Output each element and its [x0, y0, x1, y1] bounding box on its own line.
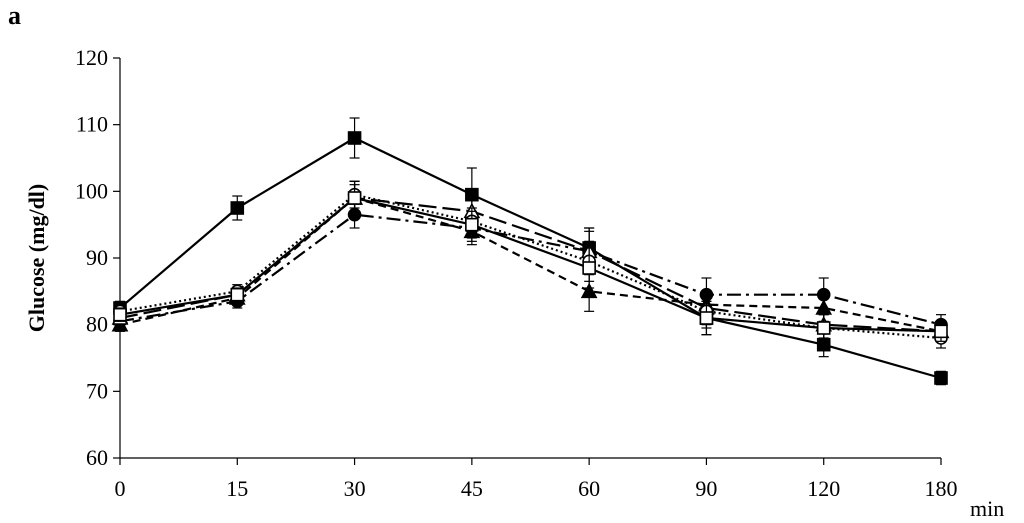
x-tick-label: 60: [578, 476, 600, 501]
data-point: [816, 321, 831, 335]
series-layer: [111, 117, 950, 386]
series-line: [119, 193, 942, 340]
y-tick-label: 90: [86, 245, 108, 270]
x-tick-label: 15: [226, 476, 248, 501]
series-6: [113, 184, 948, 342]
y-tick-label: 120: [75, 45, 108, 70]
y-tick-label: 80: [86, 312, 108, 337]
series-line: [119, 196, 942, 333]
panel-label: a: [8, 1, 21, 30]
y-tick-label: 60: [86, 445, 108, 470]
data-point: [347, 191, 362, 205]
data-point: [934, 371, 948, 385]
x-tick-label: 0: [115, 476, 126, 501]
x-tick-label: 120: [807, 476, 840, 501]
x-tick-label: 180: [925, 476, 958, 501]
data-point: [465, 217, 479, 232]
x-axis-unit: min: [970, 496, 1004, 521]
series-line: [119, 136, 942, 380]
y-tick-label: 100: [75, 178, 108, 203]
x-tick-label: 45: [461, 476, 483, 501]
data-point: [580, 282, 598, 299]
data-point: [113, 307, 127, 322]
series-line: [119, 213, 942, 326]
data-point: [699, 311, 714, 325]
data-point: [582, 261, 596, 275]
y-tick-label: 70: [86, 378, 108, 403]
y-tick-label: 110: [76, 112, 108, 137]
series-1: [113, 117, 948, 386]
data-point: [934, 324, 948, 339]
data-point: [347, 131, 362, 145]
data-point: [230, 201, 245, 215]
y-axis-label: Glucose (mg/dl): [24, 184, 49, 333]
x-tick-label: 90: [695, 476, 717, 501]
series-line: [119, 196, 942, 333]
x-tick-label: 30: [344, 476, 366, 501]
data-point: [230, 287, 245, 302]
axes: 60 70 80 90 100 110 120 0 15 30 45 60 90 120 180: [75, 45, 958, 501]
